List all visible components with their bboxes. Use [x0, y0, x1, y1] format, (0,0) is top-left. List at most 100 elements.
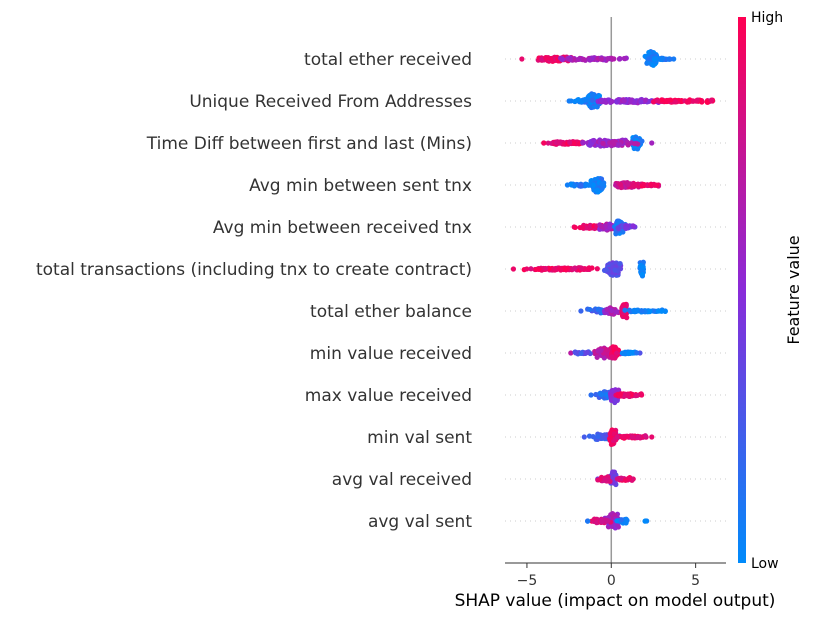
shap-point: [595, 433, 601, 440]
feature-points-group: [588, 387, 645, 406]
x-axis-title: SHAP value (impact on model output): [455, 591, 776, 611]
shap-point: [575, 56, 582, 63]
shap-point: [578, 350, 584, 357]
colorbar-title: Feature value: [784, 235, 803, 344]
shap-point: [621, 55, 627, 62]
shap-point: [597, 477, 603, 483]
shap-point: [596, 93, 603, 99]
shap-point: [567, 56, 573, 63]
shap-point: [586, 265, 592, 271]
shap-point: [625, 433, 631, 440]
shap-point: [536, 266, 542, 272]
shap-point: [639, 271, 646, 277]
feature-points-group: [566, 91, 716, 111]
shap-point: [611, 141, 617, 147]
feature-points-group: [541, 134, 655, 152]
shap-point: [559, 56, 566, 63]
shap-point: [631, 308, 638, 315]
shap-point: [617, 181, 624, 188]
shap-point: [623, 520, 629, 526]
shap-point: [590, 93, 596, 99]
shap-point: [602, 99, 608, 105]
shap-point: [612, 397, 618, 403]
shap-point: [662, 308, 668, 315]
shap-point: [594, 187, 600, 193]
shap-point: [616, 219, 622, 225]
shap-point: [586, 57, 593, 63]
shap-point: [660, 55, 666, 61]
shap-point: [630, 182, 637, 189]
feature-label: Time Diff between first and last (Mins): [146, 134, 472, 154]
feature-label: min value received: [310, 344, 472, 364]
shap-point: [579, 224, 586, 231]
shap-point: [693, 98, 699, 104]
feature-labels: total ether received Unique Received From…: [36, 50, 472, 532]
shap-point: [640, 181, 646, 188]
shap-point: [578, 308, 584, 314]
shap-point: [585, 518, 591, 524]
shap-point: [639, 138, 645, 144]
shap-point: [615, 522, 621, 528]
shap-point: [599, 185, 605, 191]
shap-point: [628, 97, 634, 104]
shap-point: [568, 350, 574, 356]
shap-point: [630, 434, 636, 440]
shap-point: [626, 350, 632, 356]
shap-point: [704, 99, 710, 105]
shap-point: [649, 140, 655, 146]
shap-point: [568, 98, 574, 104]
x-ticks: −5 0 5: [517, 563, 700, 589]
shap-point: [635, 434, 641, 440]
feature-points-group: [510, 259, 646, 279]
shap-point: [617, 56, 623, 62]
shap-point: [615, 225, 621, 231]
shap-point: [587, 306, 593, 313]
shap-point: [623, 225, 629, 231]
shap-point: [625, 181, 631, 188]
shap-point: [640, 264, 646, 270]
shap-point: [609, 354, 615, 360]
shap-point: [543, 265, 549, 272]
shap-point: [595, 348, 601, 354]
shap-point: [614, 434, 620, 440]
shap-point: [589, 97, 596, 103]
x-tick-label: −5: [517, 573, 538, 589]
shap-point: [607, 224, 613, 230]
shap-point: [608, 441, 615, 448]
shap-point: [562, 266, 569, 272]
shap-point: [617, 260, 623, 267]
shap-point: [591, 137, 597, 144]
shap-point: [582, 97, 588, 103]
shap-point: [544, 55, 550, 61]
feature-points-group: [564, 175, 662, 195]
shap-point: [627, 308, 633, 314]
shap-point: [642, 518, 649, 524]
shap-point: [594, 354, 600, 360]
shap-point: [623, 516, 629, 522]
shap-point: [616, 475, 622, 482]
feature-label: avg val sent: [368, 512, 472, 532]
colorbar-high-label: High: [751, 10, 783, 26]
shap-point: [599, 518, 605, 525]
shap-point: [708, 97, 715, 103]
shap-point: [625, 142, 631, 148]
shap-point: [653, 56, 659, 62]
shap-point: [609, 98, 615, 105]
shap-point: [672, 99, 679, 105]
shap-point: [612, 512, 618, 518]
feature-points-group: [585, 510, 650, 531]
shap-point: [556, 139, 563, 145]
feature-label: avg val received: [332, 470, 472, 490]
x-tick-label: 0: [607, 573, 616, 589]
shap-point: [655, 98, 661, 104]
shap-point: [609, 392, 615, 398]
shap-point: [612, 267, 618, 273]
shap-point: [626, 476, 633, 482]
shap-point: [614, 518, 620, 524]
feature-label: total ether received: [304, 50, 472, 70]
shap-point: [524, 266, 530, 272]
shap-point: [587, 223, 593, 229]
feature-label: Avg min between sent tnx: [249, 176, 472, 196]
shap-point: [581, 434, 587, 440]
